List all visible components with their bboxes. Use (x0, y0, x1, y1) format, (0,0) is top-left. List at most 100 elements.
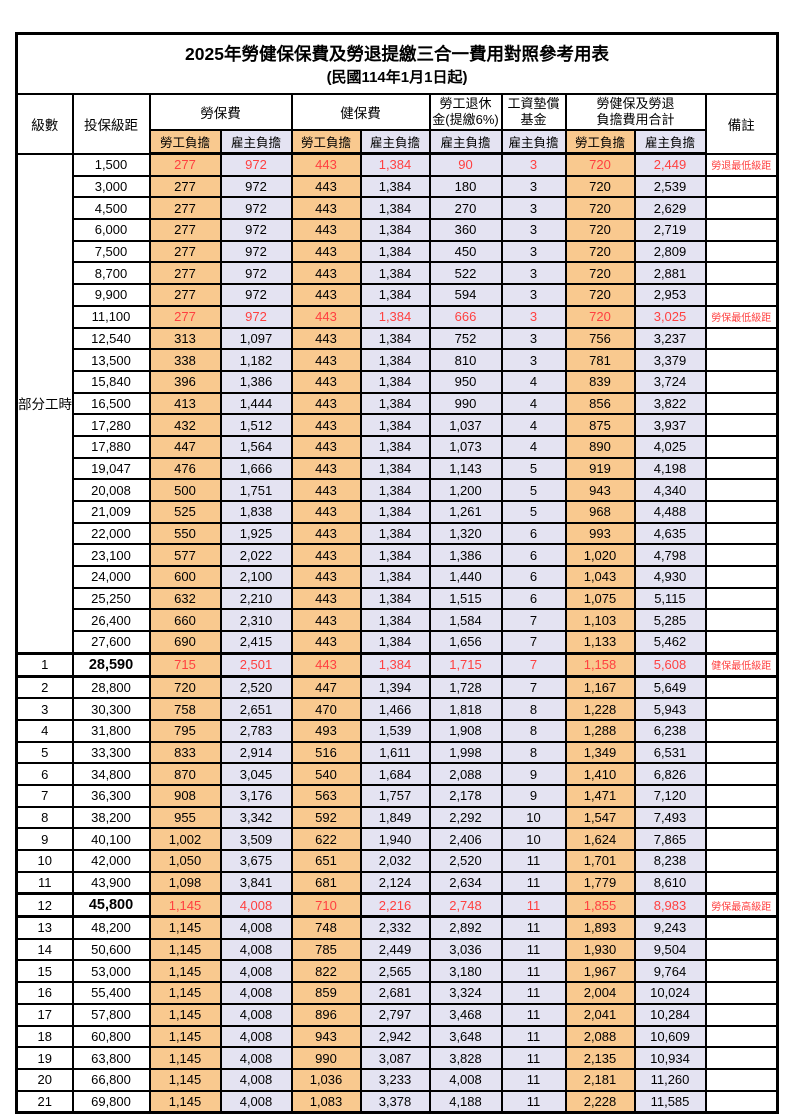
value-cell: 1,757 (359, 783, 431, 808)
value-cell: 4,008 (219, 1089, 293, 1114)
value-cell: 447 (148, 434, 222, 459)
note-cell (704, 543, 779, 568)
value-cell: 1,167 (564, 674, 636, 700)
level-cell: 15 (15, 959, 74, 984)
value-cell: 972 (219, 304, 293, 329)
value-cell: 3,724 (633, 369, 707, 394)
value-cell: 3,233 (359, 1067, 431, 1092)
value-cell: 2,100 (219, 565, 293, 589)
value-cell: 11,260 (633, 1067, 707, 1092)
value-cell: 396 (148, 369, 222, 394)
value-cell: 720 (148, 674, 222, 700)
bracket-cell: 24,000 (71, 565, 151, 589)
level-group-cell: 部分工時 (15, 152, 74, 655)
table-row: 25,250 632 2,210 443 1,384 1,515 6 1,075 5,115 (17, 586, 779, 611)
bracket-cell: 33,300 (71, 740, 151, 765)
value-cell: 443 (290, 521, 362, 546)
level-cell: 4 (15, 718, 74, 743)
value-cell: 1,384 (359, 456, 431, 481)
value-cell: 10,934 (633, 1046, 707, 1070)
value-cell: 9,764 (633, 959, 707, 984)
value-cell: 338 (148, 348, 222, 372)
note-cell (704, 674, 779, 700)
value-cell: 277 (148, 261, 222, 286)
bracket-cell: 66,800 (71, 1067, 151, 1092)
value-cell: 968 (564, 500, 636, 524)
table-row: 3,000 277 972 443 1,384 180 3 720 2,539 (17, 174, 779, 199)
value-cell: 277 (148, 174, 222, 199)
value-cell: 720 (564, 283, 636, 307)
value-cell: 908 (148, 783, 222, 808)
value-cell: 1,838 (219, 500, 293, 524)
value-cell: 856 (564, 391, 636, 416)
subheader-total-employer: 雇主負擔 (633, 129, 707, 155)
value-cell: 5,608 (633, 651, 707, 678)
value-cell: 443 (290, 152, 362, 177)
level-cell: 17 (15, 1002, 74, 1027)
value-cell: 752 (428, 326, 503, 351)
subheader-health-employer: 雇主負擔 (359, 129, 431, 155)
value-cell: 4,798 (633, 543, 707, 568)
value-cell: 1,145 (148, 915, 222, 940)
value-cell: 1,145 (148, 959, 222, 984)
bracket-cell: 22,000 (71, 521, 151, 546)
value-cell: 563 (290, 783, 362, 808)
value-cell: 4,008 (219, 981, 293, 1005)
value-cell: 720 (564, 152, 636, 177)
value-cell: 594 (428, 283, 503, 307)
value-cell: 1,998 (428, 740, 503, 765)
value-cell: 5,649 (633, 674, 707, 700)
level-cell: 3 (15, 697, 74, 721)
value-cell: 443 (290, 413, 362, 437)
bracket-cell: 31,800 (71, 718, 151, 743)
table-row: 12 45,800 1,145 4,008 710 2,216 2,748 11 1,855 8,… (15, 892, 779, 919)
value-cell: 11 (500, 1024, 567, 1049)
table-row: 20,008 500 1,751 443 1,384 1,200 5 943 4,340 (17, 478, 779, 502)
value-cell: 1,751 (219, 478, 293, 502)
value-cell: 1,684 (359, 762, 431, 786)
bracket-cell: 9,900 (71, 283, 151, 307)
value-cell: 1,466 (359, 697, 431, 721)
table-row: 13 48,200 1,145 4,008 748 2,332 2,892 11 1,893 9,… (15, 915, 779, 940)
value-cell: 11 (500, 1089, 567, 1114)
table-row: 7 36,300 908 3,176 563 1,757 2,178 9 1,471 7,120 (15, 783, 779, 808)
bracket-cell: 43,900 (71, 870, 151, 895)
level-cell: 13 (15, 915, 74, 940)
value-cell: 720 (564, 261, 636, 286)
value-cell: 443 (290, 261, 362, 286)
value-cell: 1,666 (219, 456, 293, 481)
value-cell: 720 (564, 218, 636, 242)
value-cell: 943 (564, 478, 636, 502)
value-cell: 4,008 (219, 1046, 293, 1070)
value-cell: 1,145 (148, 1046, 222, 1070)
value-cell: 3,509 (219, 827, 293, 851)
value-cell: 1,384 (359, 369, 431, 394)
bracket-cell: 17,880 (71, 434, 151, 459)
table-row: 23,100 577 2,022 443 1,384 1,386 6 1,020 4,798 (17, 543, 779, 568)
value-cell: 3 (500, 218, 567, 242)
level-cell: 8 (15, 805, 74, 830)
value-cell: 1,384 (359, 261, 431, 286)
value-cell: 7 (500, 630, 567, 655)
value-cell: 2,681 (359, 981, 431, 1005)
note-cell (704, 805, 779, 830)
value-cell: 1,384 (359, 326, 431, 351)
note-cell (704, 413, 779, 437)
bracket-cell: 30,300 (71, 697, 151, 721)
note-cell (704, 697, 779, 721)
level-cell: 10 (15, 849, 74, 873)
note-cell: 勞退最低級距 (704, 152, 779, 177)
value-cell: 7 (500, 674, 567, 700)
value-cell: 3,468 (428, 1002, 503, 1027)
value-cell: 2,520 (219, 674, 293, 700)
value-cell: 4 (500, 434, 567, 459)
subheader-health-employee: 勞工負擔 (290, 129, 362, 155)
value-cell: 6 (500, 543, 567, 568)
table-body: 部分工時 1,500 277 972 443 1,384 90 3 720 2,449 勞退最低級距… (15, 152, 779, 1114)
value-cell: 443 (290, 586, 362, 611)
table-row: 22,000 550 1,925 443 1,384 1,320 6 993 4,635 (17, 521, 779, 546)
value-cell: 2,634 (428, 870, 503, 895)
value-cell: 3,176 (219, 783, 293, 808)
value-cell: 443 (290, 608, 362, 633)
